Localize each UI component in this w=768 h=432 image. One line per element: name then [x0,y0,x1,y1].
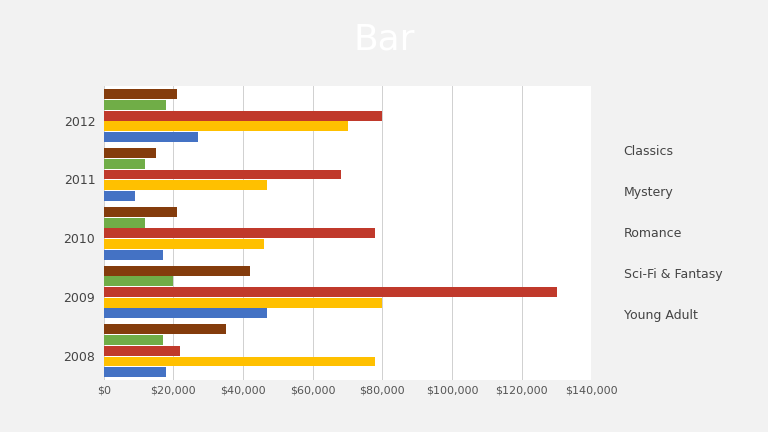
Bar [104,180,267,190]
Bar [104,250,163,260]
Bar [104,346,180,356]
Bar [104,218,145,228]
Text: Young Adult: Young Adult [624,309,697,322]
Bar [104,276,174,286]
Text: Mystery: Mystery [624,186,674,199]
Bar [104,148,156,158]
Bar [104,111,382,121]
Bar [104,121,347,131]
Bar [104,308,267,318]
Bar [104,100,167,110]
Text: Sci-Fi & Fantasy: Sci-Fi & Fantasy [624,268,723,281]
Bar [104,89,177,99]
Bar [104,298,382,308]
Text: Bar: Bar [353,23,415,57]
Bar [104,356,376,366]
Bar [104,207,177,217]
Bar [104,229,376,238]
Bar [104,335,163,345]
Bar [104,367,167,377]
Bar [104,239,264,249]
Bar [104,132,197,142]
Bar [104,287,557,297]
Bar [104,266,250,276]
Bar [104,170,340,179]
Text: Romance: Romance [624,227,682,240]
Bar [104,324,226,334]
Text: Classics: Classics [624,145,674,158]
Bar [104,159,145,169]
Bar [104,191,135,201]
